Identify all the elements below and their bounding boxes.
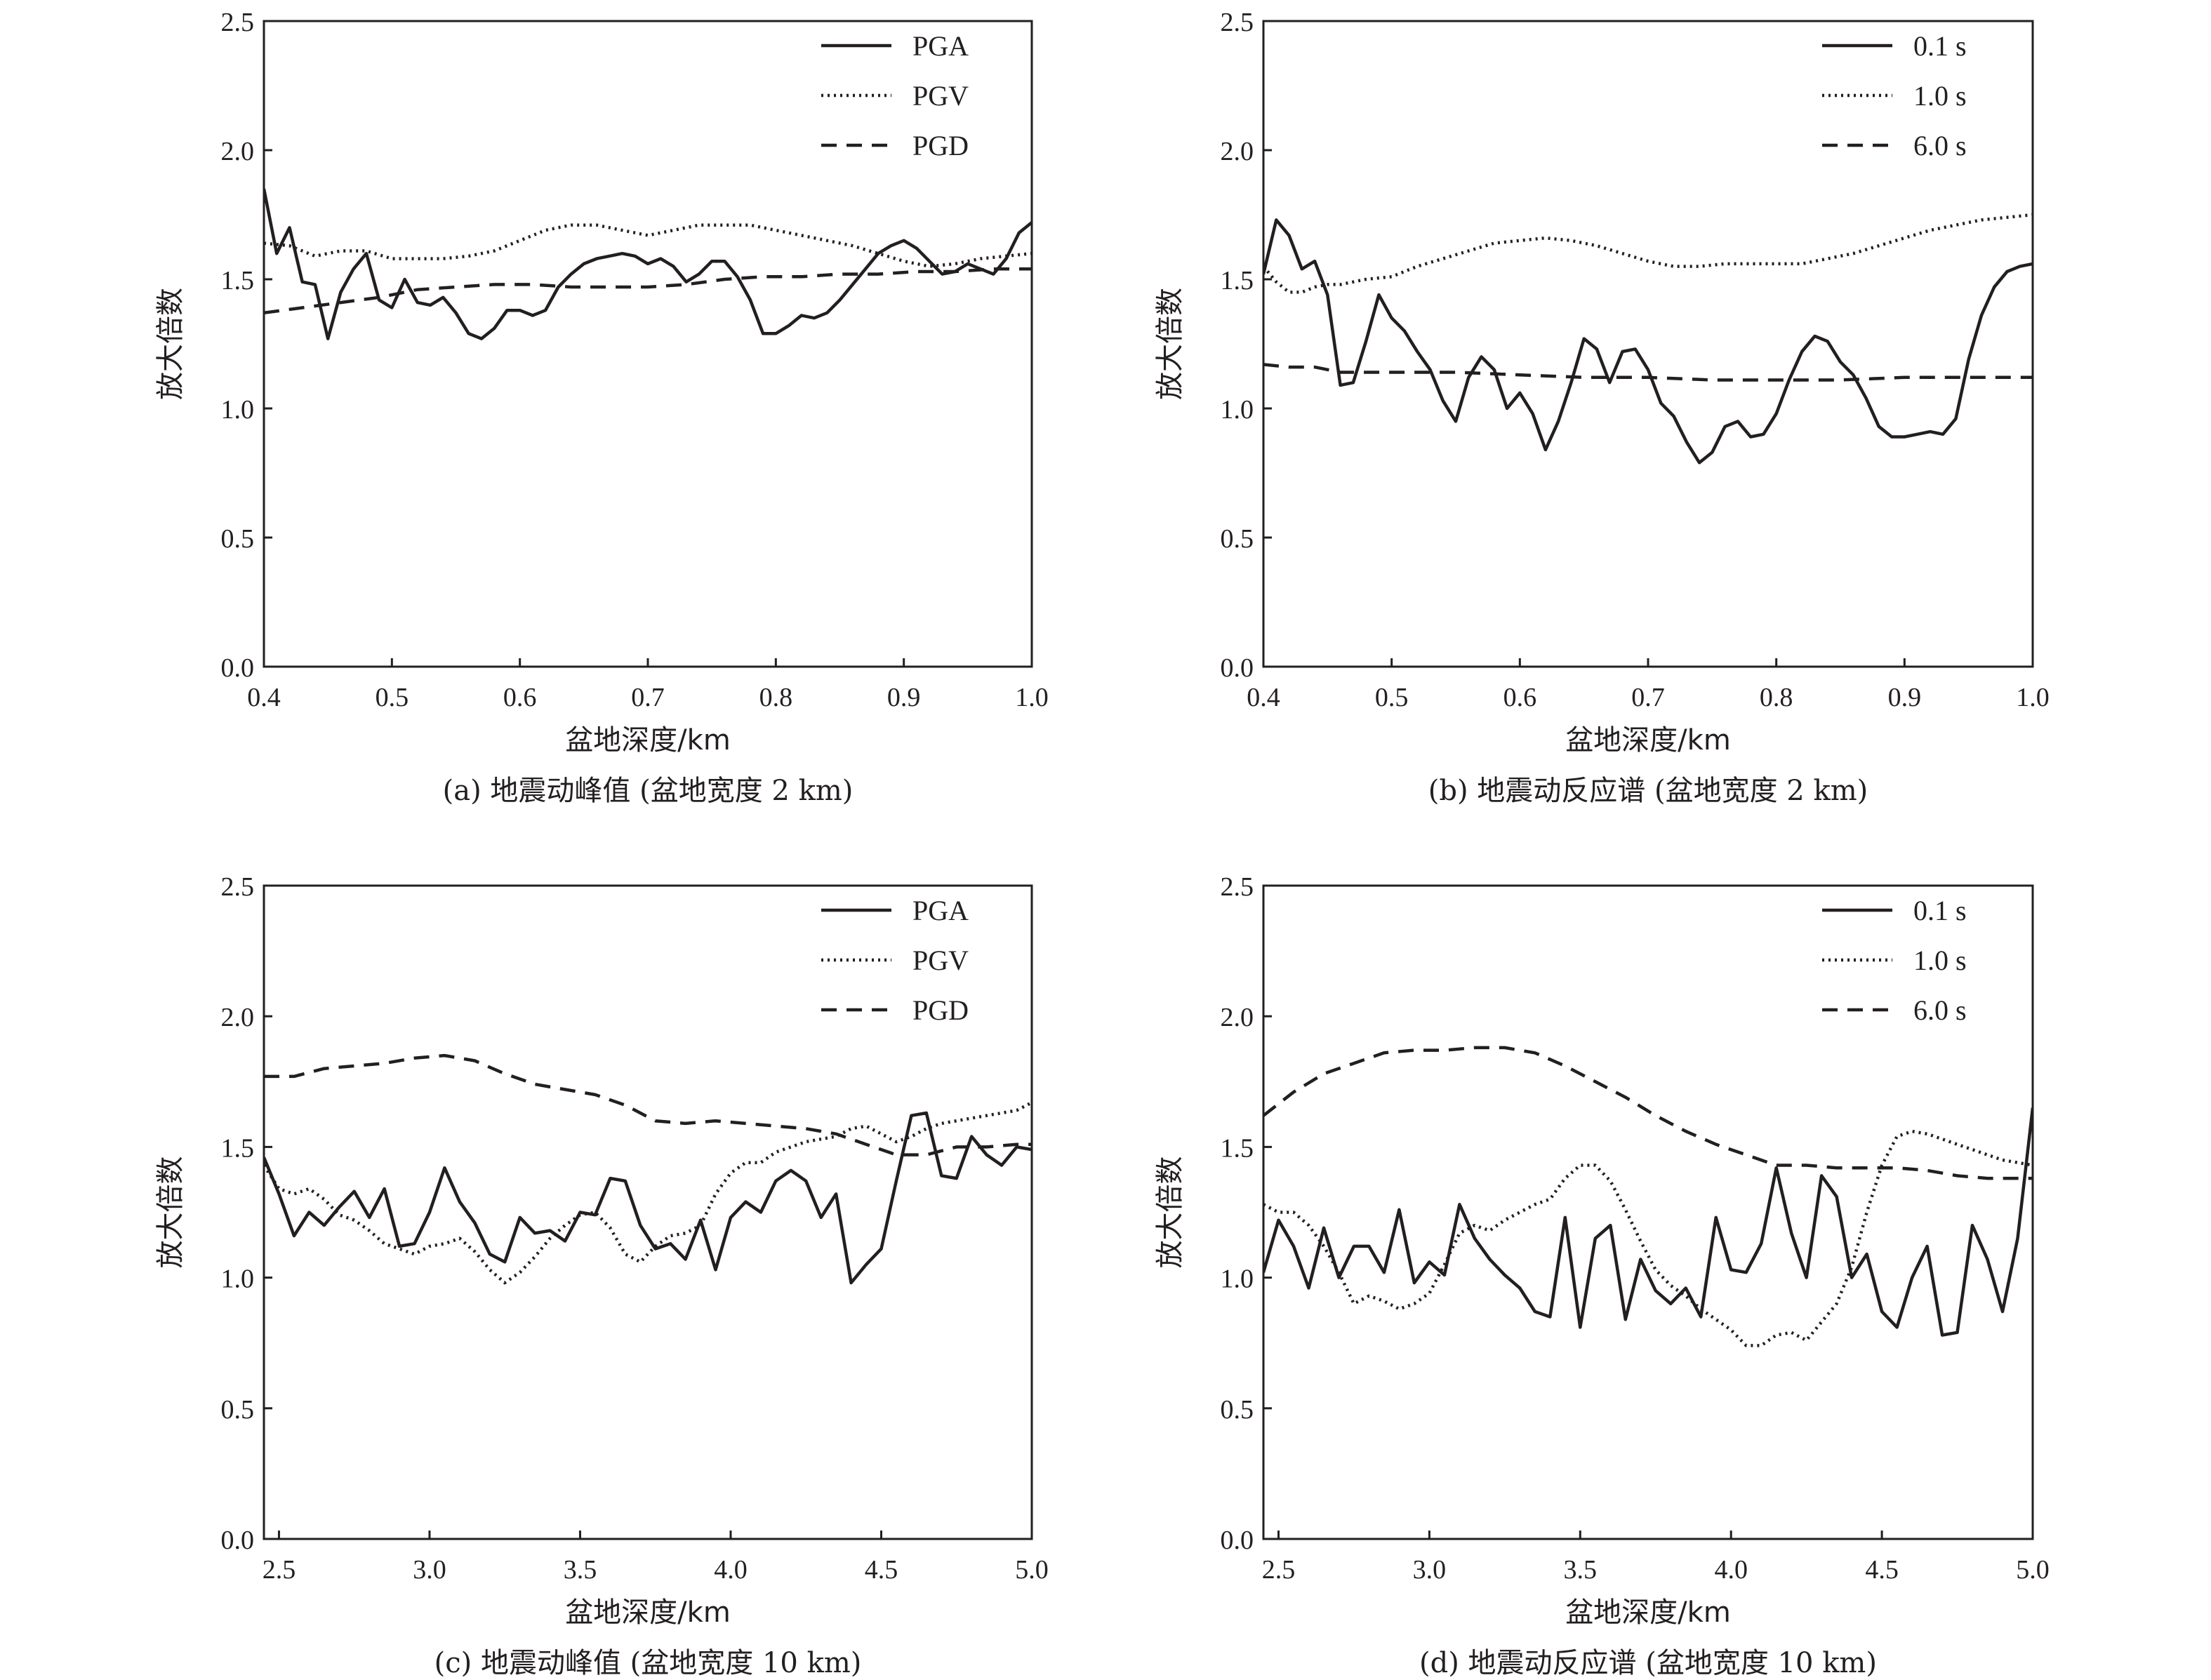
series-line-pga — [264, 188, 1032, 340]
y-tick-label: 1.0 — [1221, 1265, 1254, 1294]
y-tick-label: 1.5 — [1221, 266, 1254, 295]
x-tick-label: 1.0 — [1015, 683, 1049, 712]
y-tick-label: 1.5 — [221, 266, 255, 295]
x-tick-label: 0.8 — [1760, 683, 1793, 712]
x-tick-label: 0.4 — [1247, 683, 1280, 712]
series-line-1-0-s — [1263, 1129, 2033, 1347]
x-tick-label: 3.5 — [1564, 1555, 1598, 1585]
x-tick-label: 0.6 — [503, 683, 537, 712]
chart-panel-b: 0.4 0.5 0.6 0.7 0.8 0.9 1.0 0.0 0.5 1.0 1.5 2.0 2.5 盆… — [1154, 8, 2050, 807]
chart-panel-a: 0.4 0.5 0.6 0.7 0.8 0.9 1.0 0.0 0.5 1.0 1.5 2.0 2.5 盆… — [154, 8, 1049, 807]
series-line-6-0-s — [1263, 363, 2033, 382]
x-tick-label: 4.5 — [865, 1555, 898, 1585]
y-tick-label: 2.5 — [1221, 8, 1254, 37]
series-line-pgv — [264, 1101, 1032, 1285]
x-axis-title: 盆地深度/km — [1565, 724, 1731, 756]
series-line-1-0-s — [1263, 213, 2033, 294]
legend-label: 1.0 s — [1913, 945, 1967, 976]
y-tick-label: 2.0 — [1221, 1003, 1254, 1032]
y-tick-label: 0.5 — [1221, 524, 1254, 554]
legend-label: 6.0 s — [1913, 994, 1967, 1026]
x-tick-label: 0.9 — [1888, 683, 1922, 712]
y-tick-label: 0.0 — [1221, 653, 1254, 683]
series-line-6-0-s — [1263, 1046, 2033, 1180]
x-tick-label: 0.6 — [1503, 683, 1537, 712]
y-tick-label: 2.0 — [1221, 137, 1254, 166]
y-tick-label: 2.5 — [1221, 872, 1254, 902]
x-tick-label: 3.5 — [564, 1555, 597, 1585]
y-tick-label: 0.5 — [221, 1395, 255, 1425]
y-tick-label: 2.5 — [221, 872, 255, 902]
x-tick-label: 5.0 — [1015, 1555, 1049, 1585]
y-tick-label: 2.5 — [221, 8, 255, 37]
x-tick-label: 0.7 — [631, 683, 665, 712]
x-tick-label: 1.0 — [2016, 683, 2050, 712]
x-tick-label: 3.0 — [413, 1555, 446, 1585]
x-axis-title: 盆地深度/km — [565, 1596, 731, 1629]
series-line-pgd — [264, 1053, 1032, 1156]
y-axis-title: 放大倍数 — [154, 1156, 187, 1269]
x-tick-label: 2.5 — [1262, 1555, 1296, 1585]
x-tick-label: 0.4 — [247, 683, 281, 712]
legend-label: PGD — [912, 130, 969, 161]
y-tick-label: 1.5 — [221, 1133, 255, 1163]
x-tick-label: 2.5 — [263, 1555, 296, 1585]
y-axis-title: 放大倍数 — [1154, 1156, 1186, 1269]
series-line-0-1-s — [1263, 1107, 2033, 1337]
series-line-pgv — [264, 223, 1032, 268]
plot-frame — [263, 20, 1033, 668]
x-tick-label: 5.0 — [2016, 1555, 2050, 1585]
y-tick-label: 0.5 — [1221, 1395, 1254, 1425]
series-line-pga — [264, 1111, 1032, 1285]
y-tick-label: 1.0 — [221, 395, 255, 425]
y-tick-label: 0.5 — [221, 524, 255, 554]
x-tick-label: 0.5 — [376, 683, 409, 712]
x-tick-label: 4.0 — [714, 1555, 748, 1585]
legend-label: PGD — [912, 994, 969, 1026]
x-tick-label: 0.9 — [887, 683, 921, 712]
series-line-pgd — [264, 267, 1032, 315]
chart-panel-c: 2.5 3.0 3.5 4.0 4.5 5.0 0.0 0.5 1.0 1.5 2.0 2.5 盆地深度… — [154, 872, 1049, 1679]
legend-label: 1.0 s — [1913, 80, 1967, 112]
y-tick-label: 0.0 — [221, 653, 255, 683]
x-tick-label: 0.5 — [1375, 683, 1409, 712]
legend-label: PGA — [912, 30, 969, 62]
y-tick-label: 1.0 — [1221, 395, 1254, 425]
x-tick-label: 4.5 — [1865, 1555, 1899, 1585]
x-axis-title: 盆地深度/km — [565, 724, 731, 756]
panel-caption: (a) 地震动峰值 (盆地宽度 2 km) — [443, 775, 854, 807]
panel-caption: (b) 地震动反应谱 (盆地宽度 2 km) — [1428, 775, 1868, 807]
y-tick-label: 2.0 — [221, 1003, 255, 1032]
chart-panel-d: 2.5 3.0 3.5 4.0 4.5 5.0 0.0 0.5 1.0 1.5 2.0 2.5 盆地深度… — [1154, 872, 2050, 1679]
x-axis-title: 盆地深度/km — [1565, 1596, 1731, 1629]
series-line-0-1-s — [1263, 218, 2033, 465]
panel-caption: (d) 地震动反应谱 (盆地宽度 10 km) — [1419, 1647, 1877, 1679]
legend-label: 0.1 s — [1913, 30, 1967, 62]
plot-frame — [1262, 20, 2034, 668]
plot-frame — [263, 884, 1033, 1540]
y-tick-label: 1.5 — [1221, 1133, 1254, 1163]
x-tick-label: 3.0 — [1413, 1555, 1447, 1585]
y-axis-title: 放大倍数 — [1154, 288, 1186, 400]
legend-label: PGV — [912, 945, 969, 976]
plot-frame — [1262, 884, 2034, 1540]
panel-caption: (c) 地震动峰值 (盆地宽度 10 km) — [434, 1647, 862, 1679]
legend-label: 6.0 s — [1913, 130, 1967, 161]
legend-label: 0.1 s — [1913, 895, 1967, 926]
y-axis-title: 放大倍数 — [154, 288, 187, 400]
x-tick-label: 0.8 — [759, 683, 793, 712]
y-tick-label: 2.0 — [221, 137, 255, 166]
x-tick-label: 0.7 — [1631, 683, 1665, 712]
legend-label: PGV — [912, 80, 969, 112]
y-tick-label: 0.0 — [221, 1526, 255, 1555]
x-tick-label: 4.0 — [1714, 1555, 1748, 1585]
y-tick-label: 0.0 — [1221, 1526, 1254, 1555]
y-tick-label: 1.0 — [221, 1265, 255, 1294]
legend-label: PGA — [912, 895, 969, 926]
